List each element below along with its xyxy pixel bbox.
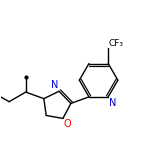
Text: N: N: [109, 98, 117, 108]
Text: N: N: [51, 80, 58, 90]
Text: O: O: [64, 119, 71, 129]
Text: CF₃: CF₃: [109, 39, 124, 48]
